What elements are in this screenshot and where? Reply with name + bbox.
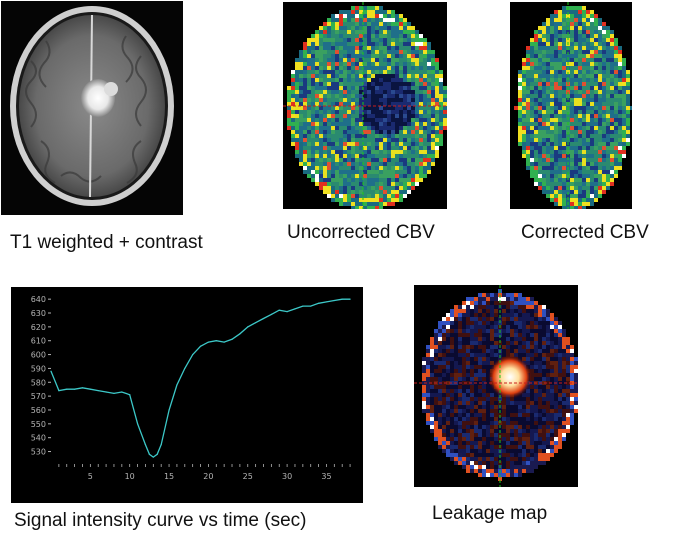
data-point	[136, 423, 139, 425]
data-point	[74, 388, 76, 390]
data-point	[113, 392, 115, 394]
y-tick-label: 620	[31, 323, 46, 332]
data-point	[223, 341, 225, 343]
data-point	[231, 338, 233, 340]
cbv-pixels	[514, 6, 634, 210]
data-point	[349, 298, 351, 300]
data-point	[333, 299, 335, 302]
y-tick-label: 560	[31, 406, 46, 415]
y-tick-label: 630	[31, 309, 46, 318]
y-tick-label: 580	[31, 378, 46, 387]
t1-weighted-image	[1, 1, 183, 215]
data-point	[192, 353, 194, 356]
data-point	[325, 301, 328, 303]
data-point	[278, 309, 280, 311]
data-point	[129, 394, 131, 396]
signal-intensity-chart: 530 540 550 560 570 580 590 600 610 620 630 640 5 10 1…	[11, 287, 363, 503]
data-point	[58, 389, 60, 392]
x-tick-label: 25	[243, 472, 253, 481]
y-tick-label: 530	[31, 448, 46, 457]
t1-caption: T1 weighted + contrast	[10, 232, 203, 253]
data-point	[144, 444, 147, 446]
uncorrected-cbv-map	[283, 2, 447, 210]
leakage-map	[414, 285, 578, 487]
data-point	[160, 444, 162, 446]
data-point	[262, 317, 265, 320]
y-tick-label: 600	[31, 351, 46, 360]
data-point	[148, 453, 150, 455]
data-point	[176, 384, 178, 386]
y-tick-label: 610	[31, 337, 46, 346]
data-point	[302, 305, 304, 307]
data-point	[310, 305, 312, 307]
data-point	[215, 340, 217, 342]
series-line	[50, 298, 351, 458]
data-point	[255, 322, 257, 324]
uncorrected-cbv-caption: Uncorrected CBV	[287, 222, 435, 243]
data-point	[294, 308, 296, 310]
leakage-caption: Leakage map	[432, 503, 548, 524]
data-point	[156, 453, 158, 455]
leakage-hotspot	[488, 355, 532, 399]
data-point	[247, 326, 249, 328]
x-tick-label: 10	[125, 472, 135, 481]
data-point	[81, 387, 84, 389]
x-tick-label: 30	[282, 472, 292, 481]
data-point	[270, 313, 272, 315]
x-tick-label: 20	[203, 472, 213, 481]
data-point	[152, 456, 154, 458]
y-tick-label: 540	[31, 434, 46, 443]
corrected-cbv-caption: Corrected CBV	[521, 222, 649, 243]
data-point	[97, 389, 99, 392]
data-point	[105, 391, 107, 393]
data-point	[207, 341, 210, 343]
data-point	[184, 367, 186, 370]
cbv-pixels	[287, 6, 447, 210]
data-point	[168, 409, 170, 411]
x-tick-label: 5	[88, 472, 93, 481]
y-tick-label: 570	[31, 392, 46, 401]
data-point	[199, 345, 202, 347]
data-point	[121, 391, 123, 393]
y-tick-label: 640	[31, 295, 46, 304]
data-point	[286, 311, 288, 313]
x-tick-label: 15	[164, 472, 174, 481]
data-point	[66, 388, 68, 390]
data-point	[341, 298, 343, 300]
data-point	[239, 333, 241, 335]
data-point	[50, 370, 52, 372]
corrected-cbv-map	[510, 2, 634, 210]
y-tick-label: 550	[31, 420, 46, 429]
y-tick-label: 590	[31, 364, 46, 373]
data-point	[317, 302, 320, 304]
data-point	[89, 388, 91, 390]
x-tick-label: 35	[321, 472, 331, 481]
chart-caption: Signal intensity curve vs time (sec)	[14, 510, 307, 531]
